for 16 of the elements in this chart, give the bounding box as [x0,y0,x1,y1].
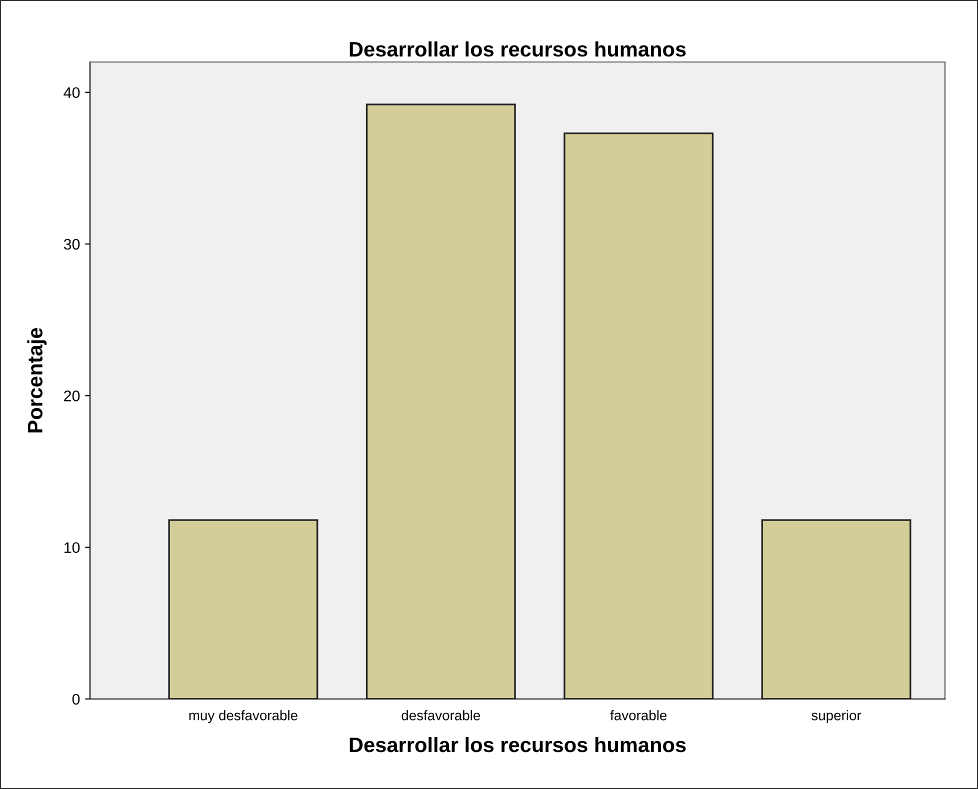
x-tick-label: desfavorable [402,710,480,720]
bar [366,104,516,699]
y-axis-title: Porcentaje [27,328,47,432]
x-axis-title: Desarrollar los recursos humanos [350,736,686,752]
y-tick-label: 30 [64,238,80,250]
y-tick-label: 20 [64,390,80,402]
x-tick-label: muy desfavorable [189,710,298,724]
bar [564,132,714,699]
y-tick-label: 40 [64,87,80,98]
y-tick-label: 10 [64,542,80,554]
x-tick-label: favorable [610,710,667,720]
y-tick-label: 0 [72,694,80,705]
x-tick-label: superior [812,710,862,724]
chart-title: Desarrollar los recursos humanos [350,41,686,57]
bar [168,519,318,699]
bar [761,519,912,699]
